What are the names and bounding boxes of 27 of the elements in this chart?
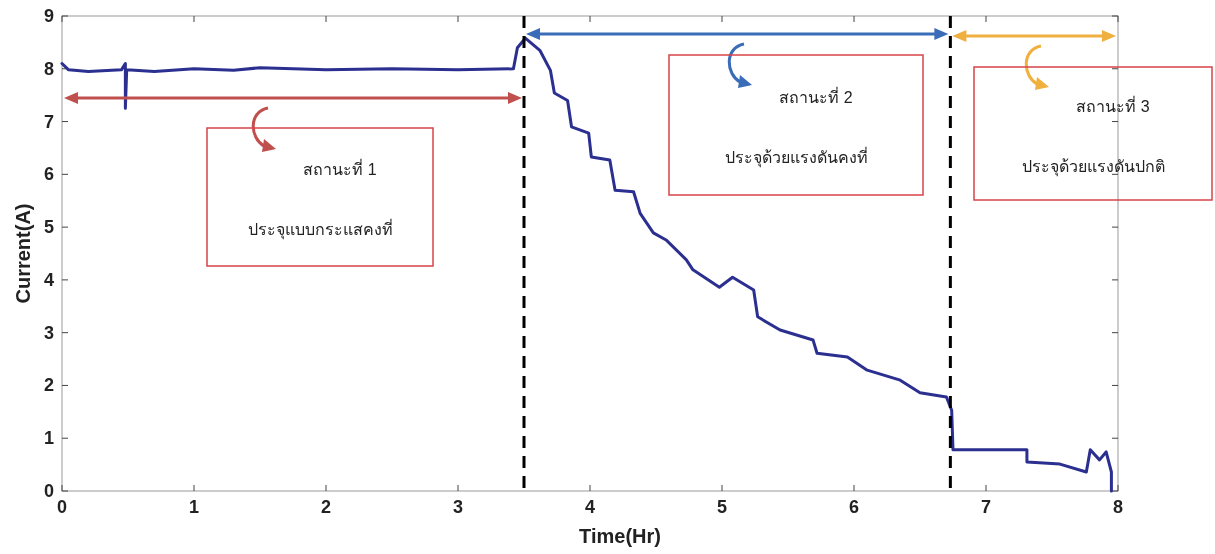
annotation: สถานะที่ 3: [1076, 94, 1150, 115]
y-tick-label: 8: [43, 58, 54, 79]
x-tick-label: 6: [848, 497, 860, 517]
annotation: สถานะที่ 1: [303, 158, 377, 178]
y-tick-label: 4: [43, 269, 54, 290]
x-tick-label: 0: [56, 497, 68, 517]
y-tick-label: 3: [43, 322, 54, 343]
x-tick-label: 8: [1112, 497, 1124, 517]
x-tick-label: 5: [716, 497, 728, 517]
y-axis-title: Current(A): [12, 203, 34, 304]
x-axis-title: Time(Hr): [579, 525, 661, 547]
annotation: ประจุด้วยแรงดันคงที่: [724, 146, 868, 168]
y-tick-label: 7: [43, 111, 54, 132]
y-tick-label: 2: [43, 375, 54, 396]
annotation: ประจุแบบกระแสคงที่: [247, 218, 393, 240]
x-tick-label: 3: [452, 497, 464, 517]
x-tick-label: 4: [584, 497, 596, 517]
y-tick-label: 6: [43, 164, 54, 185]
x-tick-label: 1: [188, 497, 200, 517]
x-tick-label: 2: [320, 497, 332, 517]
y-tick-label: 5: [43, 217, 54, 238]
y-tick-label: 0: [43, 481, 54, 501]
y-tick-label: 9: [43, 6, 54, 26]
y-tick-label: 1: [43, 428, 54, 449]
annotation: สถานะที่ 2: [779, 86, 853, 106]
x-tick-label: 7: [980, 497, 992, 517]
annotation: ประจุด้วยแรงดันปกติ: [1021, 157, 1165, 177]
